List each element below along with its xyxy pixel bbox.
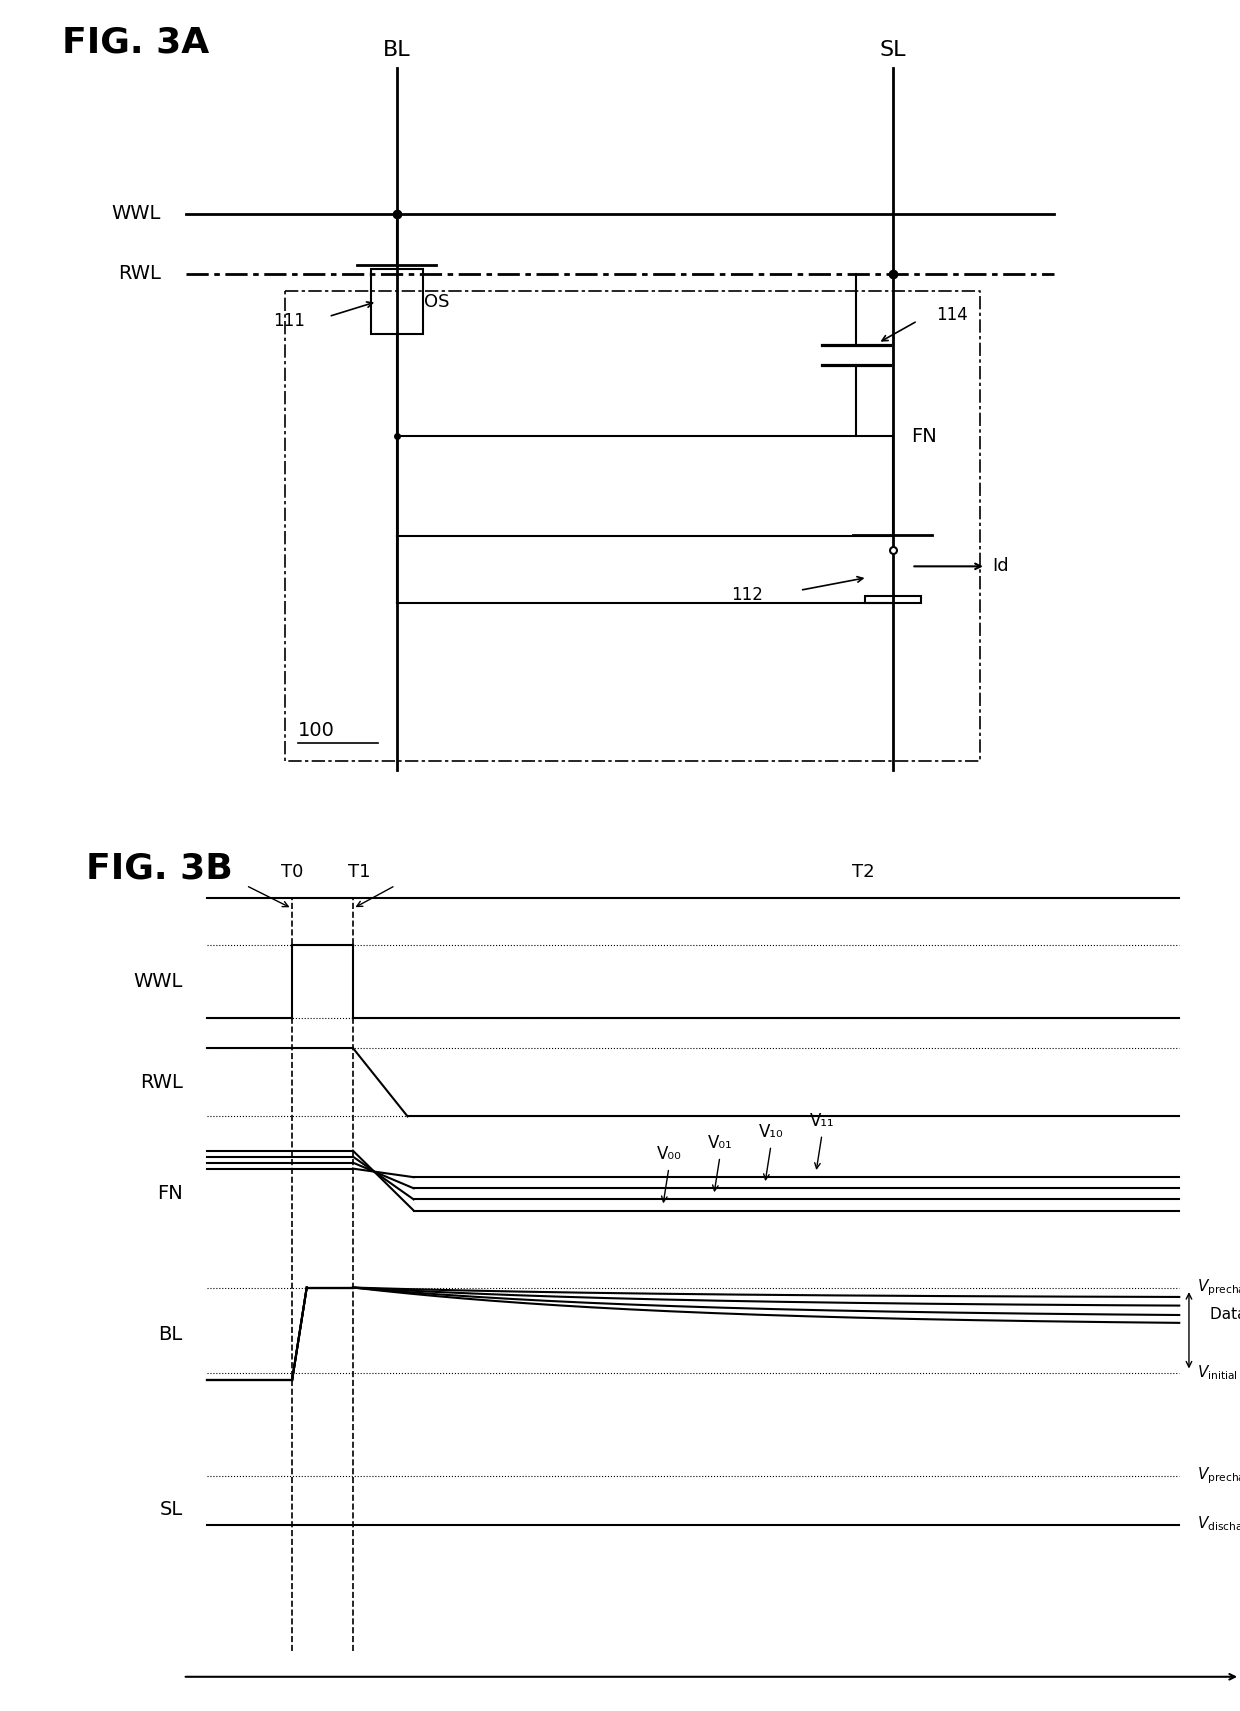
Text: $V_{\mathrm{discharge}}$: $V_{\mathrm{discharge}}$ (1198, 1514, 1240, 1535)
Text: V₀₁: V₀₁ (708, 1134, 733, 1153)
Text: FN: FN (157, 1184, 182, 1203)
Text: SL: SL (160, 1501, 182, 1519)
Text: T0: T0 (281, 862, 304, 881)
Text: SL: SL (879, 39, 906, 60)
Bar (371, 270, 423, 334)
Text: T1: T1 (347, 862, 371, 881)
Text: 114: 114 (936, 306, 968, 323)
Text: V₀₀: V₀₀ (656, 1145, 681, 1163)
Text: FN: FN (911, 426, 937, 447)
Text: WWL: WWL (112, 204, 161, 224)
Text: T2: T2 (852, 862, 874, 881)
Text: Id: Id (992, 558, 1008, 575)
Text: OS: OS (424, 293, 450, 311)
Text: FIG. 3B: FIG. 3B (86, 850, 232, 885)
Text: BL: BL (383, 39, 410, 60)
Text: 112: 112 (732, 585, 764, 604)
Text: $V_{\mathrm{precharge}}$: $V_{\mathrm{precharge}}$ (1198, 1276, 1240, 1299)
Text: V₁₀: V₁₀ (759, 1122, 784, 1141)
Text: RWL: RWL (140, 1073, 182, 1092)
Text: $V_{\mathrm{initial}}$: $V_{\mathrm{initial}}$ (1198, 1364, 1239, 1382)
Text: RWL: RWL (118, 263, 161, 284)
Text: V₁₁: V₁₁ (810, 1112, 835, 1129)
Text: BL: BL (159, 1324, 182, 1345)
Text: 100: 100 (298, 720, 335, 739)
Text: $V_{\mathrm{precharge}}$: $V_{\mathrm{precharge}}$ (1198, 1465, 1240, 1487)
Bar (866, 597, 921, 604)
Text: 111: 111 (273, 311, 305, 330)
Text: FIG. 3A: FIG. 3A (62, 26, 210, 60)
Text: Data determination: Data determination (1210, 1307, 1240, 1323)
Text: WWL: WWL (134, 972, 182, 991)
